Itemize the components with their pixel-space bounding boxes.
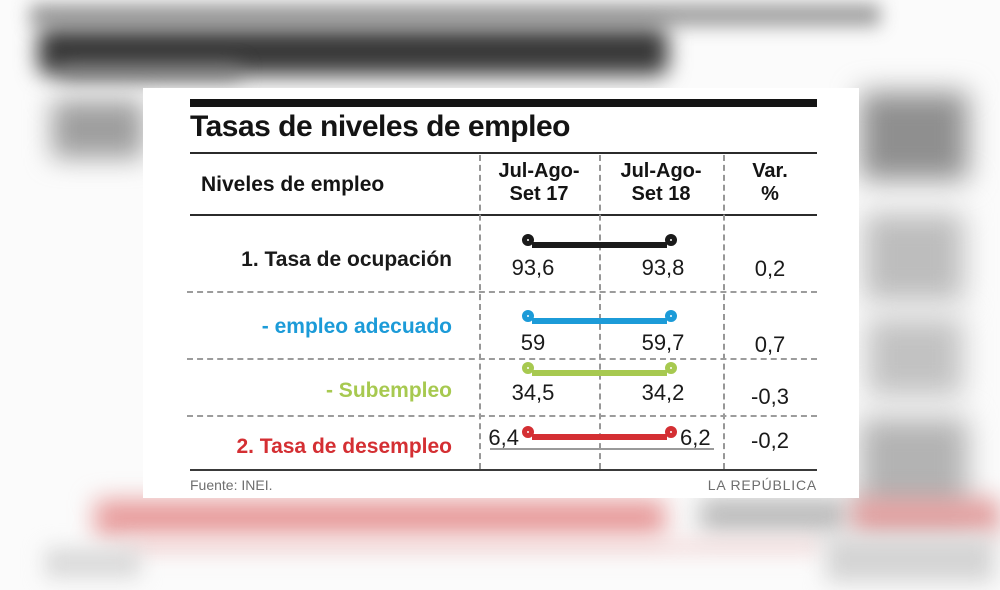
variation-desempleo: -0,2 (751, 428, 789, 453)
title-rule (190, 152, 817, 154)
value-subempleo-18: 34,2 (641, 380, 685, 405)
value-ocupacion-17: 93,6 (511, 255, 555, 280)
data-point-marker-icon (522, 310, 534, 322)
column-header-line: % (761, 183, 779, 205)
connector-line (532, 318, 667, 324)
row-label-subempleo: - Subempleo (325, 379, 452, 402)
value-ocupacion-18: 93,8 (641, 255, 685, 280)
blurred-background-bar (30, 4, 880, 26)
value-subempleo-17: 34,5 (511, 380, 555, 405)
data-point-marker-icon (665, 234, 677, 246)
dumbbell-subempleo (522, 362, 677, 384)
value-desempleo-18: 6,2 (680, 425, 711, 450)
variation-subempleo: -0,3 (751, 384, 789, 409)
blurred-background-blob (860, 418, 968, 520)
column-header-line: Jul-Ago- (498, 160, 580, 182)
infographic-card: Tasas de niveles de empleo Niveles de em… (143, 88, 859, 498)
blurred-background-headline (38, 28, 668, 75)
source-credit: Fuente: INEI. (190, 477, 273, 493)
value-adecuado-17: 59 (520, 330, 546, 355)
dumbbell-ocupacion (522, 234, 677, 256)
column-divider (723, 155, 725, 469)
blurred-background-blob (52, 100, 144, 158)
variation-adecuado: 0,7 (754, 332, 786, 357)
connector-line (532, 242, 667, 248)
row-label-desempleo: 2. Tasa de desempleo (236, 435, 452, 458)
blurred-background-blob (826, 536, 994, 582)
header-rule (190, 214, 817, 216)
row-divider (187, 415, 817, 417)
column-header-line: Set 18 (631, 183, 691, 205)
value-adecuado-18: 59,7 (641, 330, 685, 355)
column-header-levels: Niveles de empleo (201, 173, 385, 196)
blurred-background-blob (867, 318, 963, 396)
dumbbell-desempleo (522, 426, 677, 448)
blurred-background-blob (860, 92, 968, 180)
row-divider (187, 358, 817, 360)
value-desempleo-17: 6,4 (488, 425, 519, 450)
column-header-line: Set 17 (509, 183, 569, 205)
column-header-variation: Var. % (723, 160, 817, 206)
blurred-background-red-text (95, 500, 665, 536)
publisher-credit: LA REPÚBLICA (707, 477, 817, 493)
desempleo-underline (490, 448, 714, 450)
column-header-line: Jul-Ago- (620, 160, 702, 182)
chart-title: Tasas de niveles de empleo (190, 110, 570, 143)
blurred-background-blob (864, 213, 964, 301)
blurred-background-subline (60, 66, 240, 78)
title-top-bar (190, 99, 817, 107)
column-header-period-18: Jul-Ago- Set 18 (599, 160, 723, 206)
connector-line (532, 434, 667, 440)
column-divider (479, 155, 481, 469)
row-label-adecuado: - empleo adecuado (261, 315, 452, 338)
data-point-marker-icon (665, 310, 677, 322)
data-point-marker-icon (665, 426, 677, 438)
row-divider (187, 291, 817, 293)
blurred-background-red-text (852, 498, 1000, 534)
variation-ocupacion: 0,2 (754, 256, 786, 281)
column-header-period-17: Jul-Ago- Set 17 (479, 160, 599, 206)
blurred-background-blob (700, 498, 848, 532)
row-label-ocupacion: 1. Tasa de ocupación (241, 248, 452, 271)
data-point-marker-icon (665, 362, 677, 374)
connector-line (532, 370, 667, 376)
data-point-marker-icon (522, 234, 534, 246)
blurred-background-red-line (120, 540, 820, 553)
dumbbell-adecuado (522, 310, 677, 332)
column-header-line: Var. (752, 160, 788, 182)
table-bottom-rule (190, 469, 817, 471)
data-point-marker-icon (522, 362, 534, 374)
column-divider (599, 155, 601, 469)
blurred-background-blob (45, 548, 140, 578)
data-point-marker-icon (522, 426, 534, 438)
